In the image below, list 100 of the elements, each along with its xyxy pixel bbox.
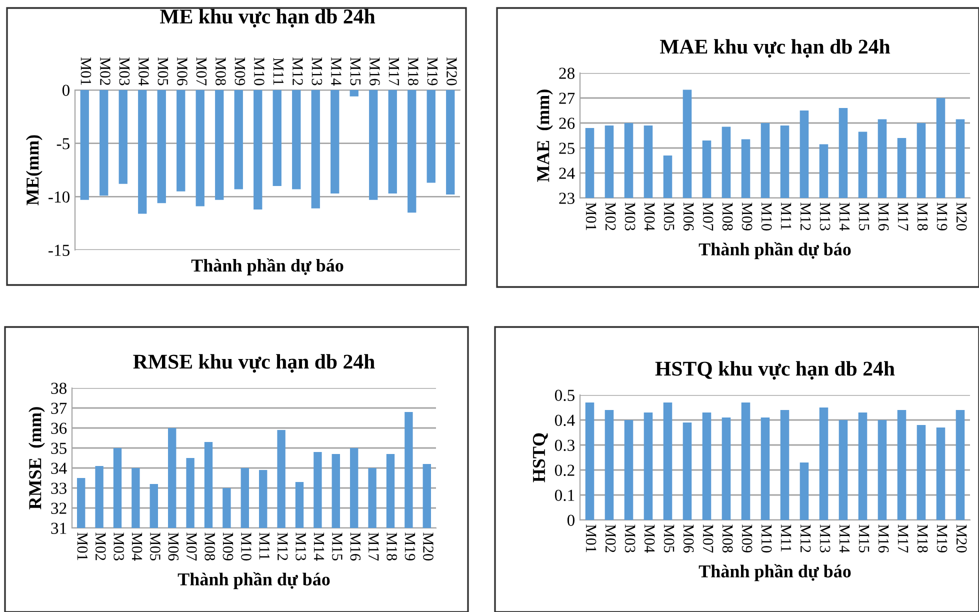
- y-tick-label: 36: [51, 422, 67, 434]
- x-tick-label: M20: [423, 532, 434, 560]
- x-tick-label: M20: [956, 524, 967, 552]
- y-tick-label: 0.3: [554, 440, 574, 452]
- x-tick-label: M17: [368, 532, 379, 561]
- x-tick-label: M18: [917, 202, 928, 230]
- x-tick-label: M07: [702, 524, 714, 553]
- y-tick-label: 27: [559, 92, 575, 104]
- x-tick-label: M02: [605, 524, 616, 552]
- x-tick-label: M19: [427, 57, 438, 86]
- y-tick-label: 37: [51, 402, 67, 414]
- x-tick-label: M12: [800, 524, 811, 552]
- x-tick-label: M11: [781, 202, 792, 230]
- bar: [663, 402, 672, 520]
- x-tick-label: M17: [898, 524, 908, 553]
- y-tick-label: -5: [56, 138, 70, 150]
- x-tick-label: M13: [312, 57, 322, 86]
- x-tick-label: M19: [936, 202, 948, 230]
- x-axis-title: Thành phần dự báo: [698, 564, 851, 582]
- x-tick-label: M06: [683, 524, 694, 553]
- bar: [936, 428, 946, 520]
- x-tick-label: M10: [761, 524, 772, 552]
- x-tick-label: M03: [114, 532, 124, 560]
- bar: [800, 462, 809, 520]
- x-tick-label: M13: [820, 202, 830, 230]
- y-tick-label: 33: [51, 482, 66, 494]
- x-tick-label: M06: [683, 202, 694, 231]
- chart-title: RMSE khu vực hạn db 24h: [133, 354, 375, 373]
- y-tick-label: -15: [48, 244, 70, 256]
- x-tick-label: M08: [722, 202, 733, 230]
- bar: [819, 408, 828, 520]
- x-tick-label: M06: [168, 532, 179, 561]
- bar: [741, 402, 750, 520]
- x-tick-label: M10: [241, 532, 252, 560]
- bar: [604, 410, 614, 520]
- x-tick-label: M02: [100, 57, 110, 85]
- bar: [897, 410, 906, 520]
- bar: [956, 410, 965, 520]
- x-tick-label: M15: [858, 524, 870, 552]
- y-axis-title: MAE (mm): [536, 90, 553, 182]
- chart-title: HSTQ khu vực hạn db 24h: [655, 361, 895, 380]
- bar: [916, 425, 926, 520]
- y-tick-label: 0.1: [554, 490, 574, 502]
- x-tick-label: M14: [314, 532, 324, 561]
- chart-title: MAE khu vực hạn db 24h: [660, 39, 890, 58]
- y-tick-label: 0.2: [554, 464, 574, 476]
- x-tick-label: M08: [722, 524, 733, 552]
- x-tick-label: M11: [781, 524, 792, 552]
- x-axis-title: Thành phần dự báo: [698, 242, 851, 260]
- x-tick-label: M15: [858, 202, 870, 230]
- bar: [858, 412, 868, 520]
- y-tick-label: 38: [51, 382, 67, 394]
- x-tick-label: M15: [332, 532, 342, 560]
- x-tick-label: M18: [386, 532, 397, 560]
- x-tick-label: M04: [644, 202, 655, 231]
- y-tick-label: 35: [51, 442, 66, 454]
- bar: [722, 418, 731, 520]
- y-tick-label: 24: [559, 168, 575, 179]
- x-tick-label: M06: [177, 57, 188, 86]
- x-tick-label: M09: [234, 57, 246, 86]
- bar: [760, 418, 770, 520]
- x-tick-label: M17: [388, 57, 400, 86]
- x-tick-label: M07: [702, 202, 714, 231]
- x-tick-label: M19: [404, 532, 416, 560]
- x-tick-label: M05: [664, 524, 674, 552]
- x-tick-label: M05: [664, 202, 674, 230]
- bar: [780, 410, 790, 520]
- x-tick-label: M16: [878, 202, 889, 231]
- x-tick-label: M10: [254, 57, 264, 86]
- x-tick-label: M03: [119, 57, 130, 86]
- x-tick-label: M13: [296, 532, 306, 560]
- x-tick-label: M15: [350, 57, 361, 86]
- bar: [624, 420, 634, 520]
- y-tick-label: 32: [51, 502, 66, 514]
- x-tick-label: M03: [624, 524, 636, 552]
- y-tick-label: 0.4: [554, 414, 575, 426]
- chart-title: ME khu vực hạn db 24h: [160, 8, 376, 28]
- x-tick-label: M01: [586, 202, 596, 230]
- y-axis-title: HSTQ: [532, 433, 548, 482]
- y-axis-title: RMSE (mm): [28, 407, 45, 510]
- x-tick-label: M10: [761, 202, 772, 230]
- bar: [644, 412, 653, 520]
- x-tick-label: M20: [446, 57, 457, 86]
- x-tick-label: M02: [605, 202, 616, 230]
- x-tick-label: M04: [132, 532, 142, 561]
- x-tick-label: M14: [840, 524, 850, 553]
- x-tick-label: M07: [196, 57, 207, 86]
- x-tick-label: M16: [370, 57, 380, 86]
- x-tick-label: M12: [800, 202, 811, 230]
- x-tick-label: M11: [259, 532, 270, 560]
- x-tick-label: M09: [742, 524, 752, 552]
- y-tick-label: 28: [559, 68, 575, 79]
- y-tick-label: 0: [62, 84, 70, 96]
- x-tick-label: M09: [222, 532, 234, 560]
- y-tick-label: 0: [567, 514, 575, 526]
- x-tick-label: M16: [350, 532, 361, 561]
- x-axis-title: Thành phần dự báo: [191, 258, 344, 276]
- x-tick-label: M08: [216, 57, 226, 86]
- x-tick-label: M01: [77, 532, 88, 560]
- bar: [838, 420, 848, 520]
